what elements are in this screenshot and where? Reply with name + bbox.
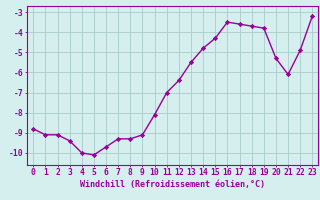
- X-axis label: Windchill (Refroidissement éolien,°C): Windchill (Refroidissement éolien,°C): [80, 180, 265, 189]
